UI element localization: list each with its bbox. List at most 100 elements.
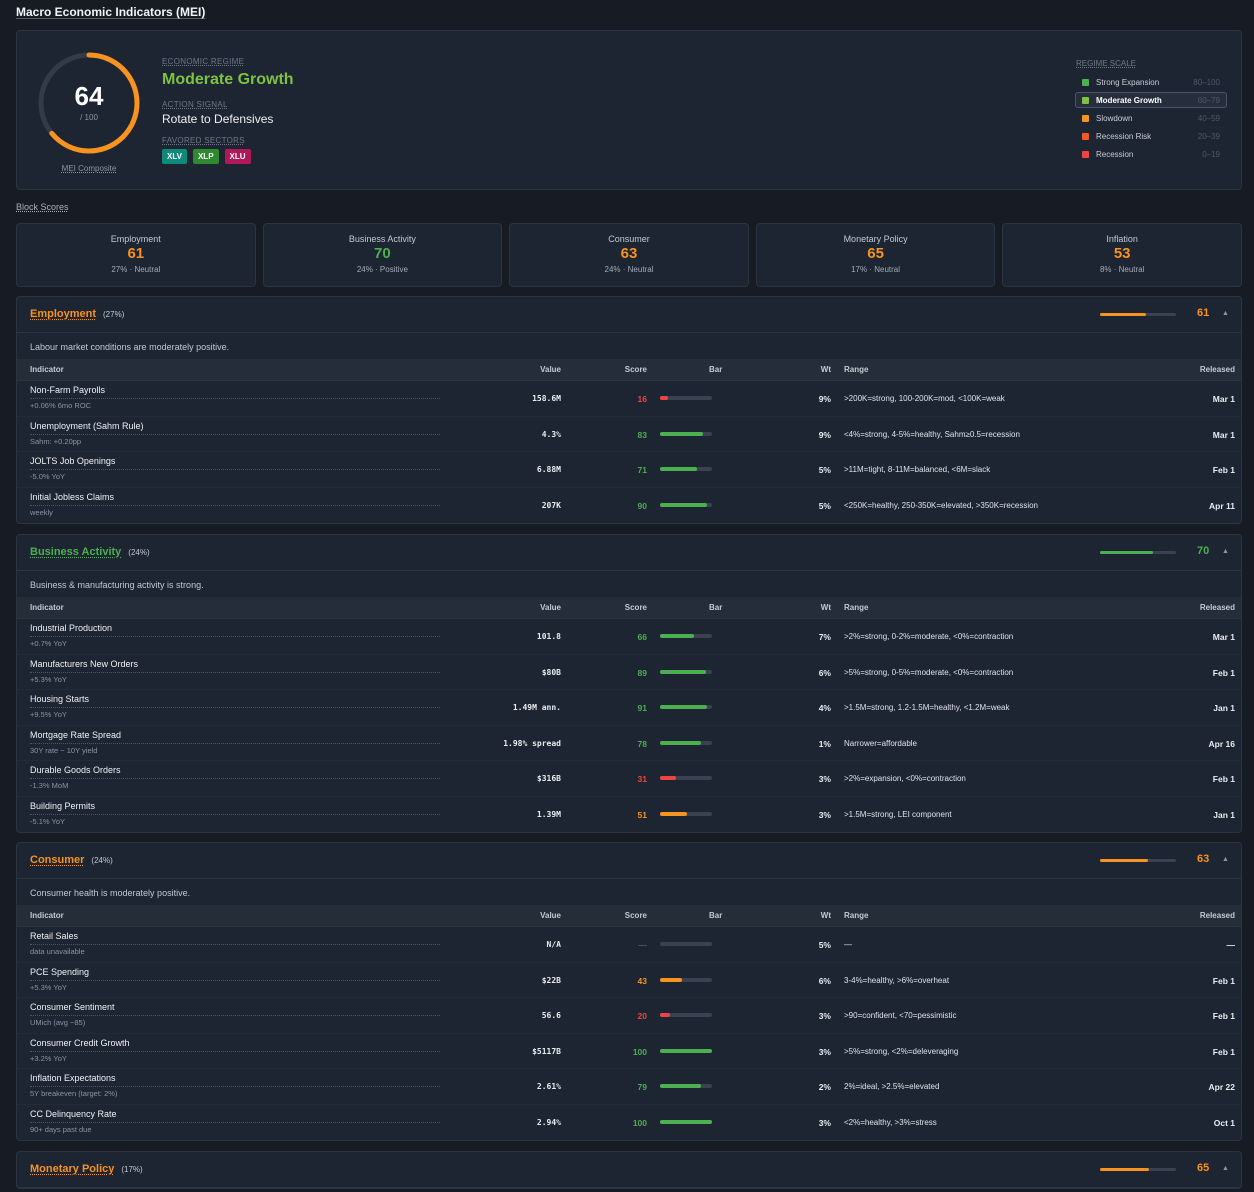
column-header-value[interactable]: Value <box>540 911 561 920</box>
indicator-name[interactable]: Unemployment (Sahm Rule) <box>30 421 440 435</box>
column-header-bar[interactable]: Bar <box>709 911 723 920</box>
section-header[interactable]: Consumer (24%) 63 ▲ <box>17 843 1241 879</box>
indicator-weight: 5% <box>818 465 831 475</box>
indicator-weight: 6% <box>818 975 831 986</box>
table-row[interactable]: PCE Spending +5.3% YoY $22B 43 6% 3-4%=health… <box>17 963 1241 998</box>
indicator-name[interactable]: CC Delinquency Rate <box>30 1109 440 1123</box>
section-header[interactable]: Employment (27%) 61 ▲ <box>17 297 1241 333</box>
indicator-score-bar <box>660 1048 712 1053</box>
column-header-wt[interactable]: Wt <box>820 365 831 374</box>
indicator-name[interactable]: Consumer Credit Growth <box>30 1038 440 1052</box>
table-row[interactable]: Industrial Production +0.7% YoY 101.8 66 7% >… <box>17 619 1241 655</box>
indicator-name[interactable]: PCE Spending <box>30 967 440 981</box>
section-title[interactable]: Business Activity (24%) <box>30 546 150 558</box>
table-row[interactable]: Inflation Expectations 5Y breakeven (targ… <box>17 1069 1241 1105</box>
action-value: Rotate to Defensives <box>162 112 274 126</box>
indicator-score-bar <box>660 942 712 946</box>
block-card-employment[interactable]: Employment 61 27% · Neutral <box>16 223 256 287</box>
column-header-range[interactable]: Range <box>844 911 869 920</box>
block-score: 65 <box>867 245 884 262</box>
indicator-name[interactable]: JOLTS Job Openings <box>30 456 440 470</box>
table-row[interactable]: JOLTS Job Openings -5.0% YoY 6.88M 71 5% >11M… <box>17 452 1241 488</box>
column-header-value[interactable]: Value <box>540 365 561 374</box>
table-row[interactable]: Non-Farm Payrolls +0.06% 6mo ROC 158.6M 16 9… <box>17 381 1241 417</box>
indicator-name[interactable]: Building Permits <box>30 801 440 815</box>
indicator-score-bar <box>660 634 712 638</box>
block-card-inflation[interactable]: Inflation 53 8% · Neutral <box>1002 223 1242 287</box>
indicator-score: 79 <box>637 1082 647 1092</box>
table-row[interactable]: Building Permits -5.1% YoY 1.39M 51 3% >1.5M=… <box>17 797 1241 833</box>
sector-chip-xlp[interactable]: XLP <box>192 149 219 164</box>
block-score: 53 <box>1113 245 1131 262</box>
indicator-name[interactable]: Retail Sales <box>30 931 440 945</box>
column-header-value[interactable]: Value <box>540 603 561 612</box>
block-scores-label: Block Scores <box>16 202 69 212</box>
indicator-name[interactable]: Inflation Expectations <box>30 1073 440 1087</box>
indicator-weight: 3% <box>818 809 831 820</box>
column-header-score[interactable]: Score <box>624 603 647 612</box>
section-header[interactable]: Business Activity (24%) 70 ▲ <box>17 535 1241 571</box>
column-header-score[interactable]: Score <box>624 365 647 374</box>
column-header-bar[interactable]: Bar <box>709 603 723 612</box>
table-row[interactable]: Manufacturers New Orders +5.3% YoY $80B 89 6… <box>17 655 1241 690</box>
column-header-score[interactable]: Score <box>624 911 647 920</box>
table-row[interactable]: Mortgage Rate Spread 30Y rate − 10Y yield… <box>17 726 1241 761</box>
indicator-name[interactable]: Durable Goods Orders <box>30 765 440 779</box>
column-header-indicator[interactable]: Indicator <box>30 603 64 612</box>
column-header-range[interactable]: Range <box>844 603 869 612</box>
indicator-name[interactable]: Initial Jobless Claims <box>30 492 440 506</box>
column-header-released[interactable]: Released <box>1199 603 1235 612</box>
section-header[interactable]: Monetary Policy (17%) 65 ▲ <box>17 1152 1241 1188</box>
indicator-subtext: -5.1% YoY <box>30 816 66 826</box>
block-card-monetary-policy[interactable]: Monetary Policy 65 17% · Neutral <box>755 223 996 287</box>
composite-max: / 100 <box>80 113 98 122</box>
scale-range: 20–39 <box>1197 132 1220 141</box>
section-title[interactable]: Monetary Policy (17%) <box>30 1163 143 1175</box>
indicator-value: 1.98% spread <box>503 738 561 748</box>
column-header-range[interactable]: Range <box>844 365 869 374</box>
indicator-score-fill <box>660 396 669 400</box>
indicator-score-bar <box>660 1084 712 1088</box>
indicator-name[interactable]: Manufacturers New Orders <box>30 659 440 673</box>
table-row[interactable]: Retail Sales data unavailable N/A — 5% — — <box>17 927 1241 963</box>
table-row[interactable]: Consumer Sentiment UMich (avg ~85) 56.6 20 3… <box>17 998 1241 1034</box>
table-row[interactable]: Durable Goods Orders -1.3% MoM $316B 31 3% >2… <box>17 761 1241 797</box>
chevron-up-icon[interactable]: ▲ <box>1222 548 1229 555</box>
column-header-indicator[interactable]: Indicator <box>30 911 64 920</box>
chevron-up-icon[interactable]: ▲ <box>1222 856 1229 863</box>
table-row[interactable]: Housing Starts +9.5% YoY 1.49M ann. 91 4% >1.… <box>17 690 1241 726</box>
indicator-name[interactable]: Housing Starts <box>30 694 440 708</box>
chevron-up-icon[interactable]: ▲ <box>1222 1165 1229 1172</box>
table-row[interactable]: Consumer Credit Growth +3.2% YoY $5117B 100… <box>17 1034 1241 1069</box>
indicator-score: 66 <box>637 632 647 642</box>
section-title[interactable]: Consumer (24%) <box>30 854 113 866</box>
indicator-subtext: -1.3% MoM <box>30 781 69 790</box>
indicator-name[interactable]: Non-Farm Payrolls <box>30 385 440 399</box>
indicator-subtext: weekly <box>30 507 53 517</box>
column-header-released[interactable]: Released <box>1199 911 1235 920</box>
section-monetary-policy: Monetary Policy (17%) 65 ▲ <box>16 1151 1242 1189</box>
table-row[interactable]: Unemployment (Sahm Rule) Sahm: +0.20pp 4.3… <box>17 417 1241 452</box>
sector-chip-xlv[interactable]: XLV <box>162 149 187 164</box>
table-row[interactable]: CC Delinquency Rate 90+ days past due 2.94… <box>17 1105 1241 1141</box>
sector-chip-xlu[interactable]: XLU <box>224 149 251 164</box>
chevron-up-icon[interactable]: ▲ <box>1222 310 1229 317</box>
indicator-name[interactable]: Mortgage Rate Spread <box>30 730 440 744</box>
table-row[interactable]: Initial Jobless Claims weekly 207K 90 5% <250… <box>17 488 1241 524</box>
scale-range: 80–100 <box>1193 78 1220 87</box>
column-header-released[interactable]: Released <box>1199 365 1235 374</box>
section-business-activity: Business Activity (24%) 70 ▲ Business & manu… <box>16 534 1242 833</box>
indicator-score: 90 <box>637 500 647 511</box>
column-header-indicator[interactable]: Indicator <box>30 365 64 374</box>
indicator-value: 4.3% <box>541 429 561 439</box>
indicator-score-bar <box>660 776 712 780</box>
section-title[interactable]: Employment (27%) <box>30 308 124 320</box>
column-header-bar[interactable]: Bar <box>709 365 723 374</box>
column-header-wt[interactable]: Wt <box>820 911 831 920</box>
block-card-consumer[interactable]: Consumer 63 24% · Neutral <box>509 223 749 287</box>
indicator-name[interactable]: Industrial Production <box>30 623 440 637</box>
column-header-wt[interactable]: Wt <box>820 603 831 612</box>
indicator-score-bar <box>660 1013 712 1017</box>
block-card-business-activity[interactable]: Business Activity 70 24% · Positive <box>262 223 503 287</box>
indicator-name[interactable]: Consumer Sentiment <box>30 1002 440 1016</box>
